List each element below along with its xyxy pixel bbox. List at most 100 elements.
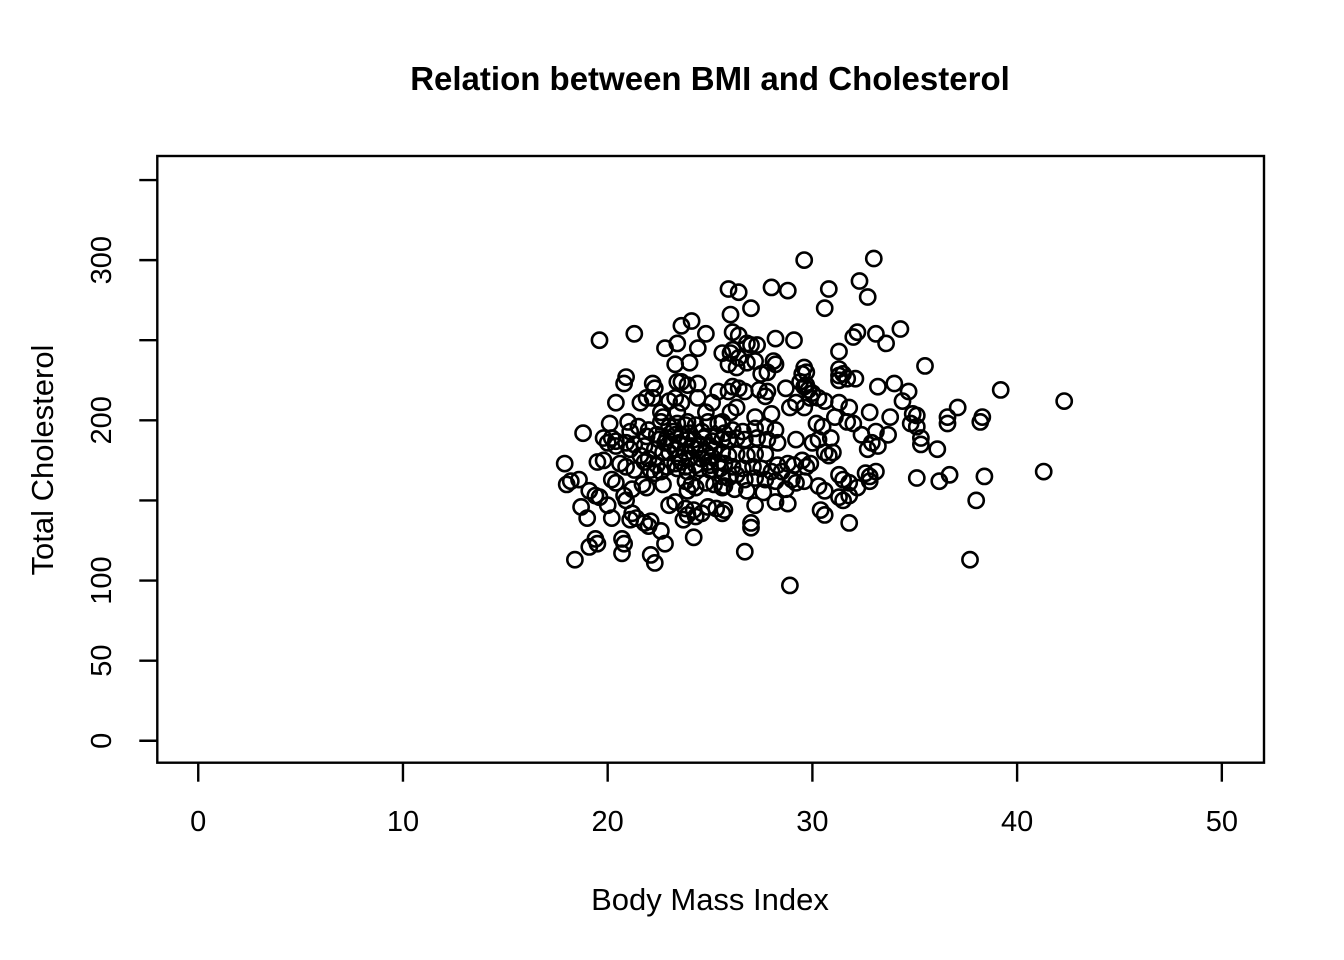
data-point [971,412,990,431]
data-point [938,408,957,426]
x-tick-label: 50 [1206,806,1238,838]
data-point [948,398,967,417]
data-point [975,467,994,486]
data-point [715,477,734,495]
data-point [607,393,625,412]
data-point [844,414,863,433]
data-point [613,544,631,563]
data-point [899,382,918,401]
data-point [666,493,685,511]
data-point [686,478,705,497]
data-point [672,393,691,412]
data-point [858,288,877,306]
data-point [723,377,742,396]
data-point [598,433,617,452]
data-point [656,534,674,553]
data-point [570,470,588,489]
data-point [615,374,633,393]
data-point [637,388,656,407]
data-point [756,417,775,436]
data-point [678,412,697,431]
data-point [961,550,979,569]
data-point [594,451,613,470]
data-point [785,331,803,350]
data-point [607,432,625,451]
data-point [869,377,887,396]
data-point [746,445,764,463]
data-point [742,514,760,532]
data-point [688,339,707,358]
data-point [885,374,904,393]
x-axis-label: Body Mass Index [591,882,829,917]
data-point [912,429,930,447]
data-point [566,550,584,569]
data-point [850,272,869,290]
data-point [697,473,715,492]
data-point [742,299,760,318]
data-point [754,483,773,502]
data-point [819,280,838,298]
data-point [738,481,756,500]
data-point [815,299,834,318]
data-point [719,280,738,298]
data-point [666,355,685,374]
data-point [688,388,707,407]
data-point [738,353,756,372]
data-point [768,433,787,452]
data-point [590,331,609,350]
data-point [867,324,885,343]
data-point [701,456,719,475]
data-point [967,491,986,510]
data-point [1055,392,1074,410]
data-point [848,323,867,342]
data-point [830,488,848,507]
data-point [578,509,597,527]
data-point [654,475,672,494]
y-tick-label: 300 [86,236,118,284]
data-point [727,358,746,377]
data-point [815,506,834,524]
data-point [742,518,760,537]
data-point [600,414,619,433]
data-point [860,472,879,491]
data-point [795,398,814,417]
data-point [625,324,644,343]
x-tick-label: 0 [190,806,206,838]
data-point [813,417,832,436]
data-point [907,417,926,436]
y-axis: 0 50 100 200 300 [86,178,158,749]
data-point [991,380,1010,399]
x-tick-label: 30 [796,806,828,838]
data-point [758,363,777,382]
data-point [735,542,754,561]
data-point [719,382,738,401]
data-point [762,278,781,297]
data-point [709,453,728,471]
data-point [637,478,656,497]
data-point [891,320,910,338]
y-tick-label: 0 [86,733,118,749]
data-point [668,334,687,353]
data-point [869,437,887,455]
data-point [766,329,785,348]
data-point [602,470,621,489]
data-point [746,496,764,515]
data-point [819,446,838,465]
y-tick-label: 50 [86,645,118,677]
x-tick-label: 20 [592,806,624,838]
data-point [721,305,740,324]
data-point [631,446,650,465]
data-point [672,316,691,335]
data-point [668,403,687,422]
data-point [746,419,764,438]
data-point [705,475,723,494]
data-point [830,366,848,385]
data-point [598,496,617,515]
data-point [633,475,652,494]
data-point [594,429,613,447]
data-point [815,443,834,462]
data-point [928,440,947,459]
data-point [735,470,754,489]
data-point [744,457,762,476]
